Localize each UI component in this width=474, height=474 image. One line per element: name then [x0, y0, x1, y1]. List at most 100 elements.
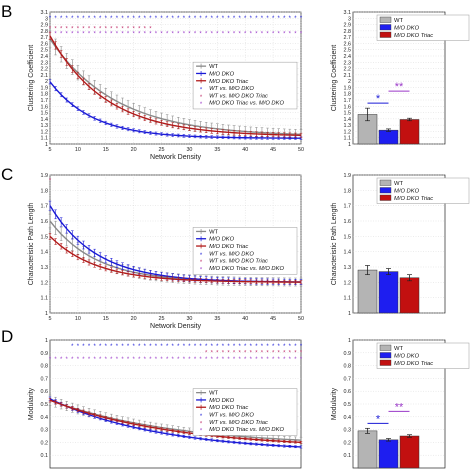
- significance-marker: *: [144, 344, 147, 350]
- significance-marker: *: [300, 32, 303, 38]
- y-tick-label: 1.4: [344, 250, 352, 256]
- panel-letter-c: C: [1, 165, 13, 184]
- significance-marker: *: [194, 32, 197, 38]
- x-tick-label: 25: [159, 147, 165, 153]
- significance-marker: *: [294, 344, 297, 350]
- x-tick-label: 50: [298, 147, 304, 153]
- y-tick-label: 0.9: [41, 351, 49, 357]
- significance-marker: *: [283, 32, 286, 38]
- significance-marker: *: [121, 16, 124, 22]
- y-tick-label: 1.4: [41, 250, 49, 256]
- significance-marker: *: [172, 32, 175, 38]
- significance-marker: *: [194, 344, 197, 350]
- significance-marker: *: [105, 357, 108, 363]
- y-tick-label: 2.9: [41, 23, 49, 29]
- significance-marker: *: [183, 344, 186, 350]
- panel-letter-d: D: [1, 327, 13, 346]
- y-tick-label: 1.4: [41, 117, 49, 123]
- significance-marker: *: [266, 344, 269, 350]
- y-tick-label: 1.7: [41, 98, 49, 104]
- significance-marker: *: [272, 357, 275, 363]
- x-tick-label: 45: [270, 316, 276, 322]
- y-tick-label: 1.8: [344, 92, 352, 98]
- significance-marker: *: [99, 32, 102, 38]
- significance-marker: *: [77, 16, 80, 22]
- significance-marker: *: [127, 344, 130, 350]
- significance-marker: *: [77, 32, 80, 38]
- y-tick-label: 0.8: [41, 364, 49, 370]
- significance-marker: *: [244, 16, 247, 22]
- legend-entry: M/O DKO Triac: [209, 244, 248, 250]
- y-tick-label: 1.7: [344, 204, 352, 210]
- significance-marker: *: [82, 357, 85, 363]
- legend-swatch: [379, 344, 392, 351]
- y-tick-label: 2.2: [344, 67, 352, 73]
- legend-box: [376, 342, 470, 369]
- legend-entry: M/O DKO: [209, 71, 235, 77]
- significance-marker: *: [132, 344, 135, 350]
- x-tick-label: 45: [270, 147, 276, 153]
- x-tick-label: 15: [103, 147, 109, 153]
- legend-entry: WT vs. M/O DKO: [209, 86, 254, 92]
- significance-marker: *: [49, 179, 52, 185]
- y-tick-label: 1.8: [41, 188, 49, 194]
- significance-marker: *: [99, 344, 102, 350]
- significance-marker: *: [121, 344, 124, 350]
- legend-box: [192, 388, 298, 436]
- significance-marker: *: [166, 16, 169, 22]
- bar-1: [378, 129, 399, 145]
- y-tick-label: 0.3: [344, 428, 352, 434]
- y-tick-label: 2.4: [41, 54, 49, 60]
- y-tick-label: 2.3: [41, 60, 49, 66]
- y-tick-label: 0.7: [41, 376, 49, 382]
- significance-marker: *: [160, 357, 163, 363]
- significance-marker: *: [255, 344, 258, 350]
- significance-marker: *: [227, 351, 230, 357]
- significance-marker: *: [233, 351, 236, 357]
- legend-swatch-star: *: [200, 253, 203, 259]
- y-tick-label: 0.4: [41, 415, 49, 421]
- significance-marker: *: [266, 16, 269, 22]
- significance-marker: *: [261, 357, 264, 363]
- significance-marker: *: [121, 32, 124, 38]
- significance-marker: *: [244, 344, 247, 350]
- significance-marker: *: [66, 27, 69, 33]
- significance-marker: *: [54, 27, 57, 33]
- significance-marker: *: [138, 357, 141, 363]
- significance-marker: *: [238, 16, 241, 22]
- significance-marker: *: [105, 32, 108, 38]
- significance-marker: *: [272, 32, 275, 38]
- significance-marker: *: [110, 357, 113, 363]
- significance-marker: *: [77, 27, 80, 33]
- y-axis-label: Modularity: [331, 387, 338, 420]
- y-tick-label: 1.1: [41, 296, 49, 302]
- significance-marker: *: [172, 16, 175, 22]
- y-tick-label: 1.4: [344, 117, 352, 123]
- significance-marker: *: [93, 344, 96, 350]
- significance-marker: *: [116, 344, 119, 350]
- significance-marker: *: [155, 32, 158, 38]
- significance-star-mo-triac: **: [395, 81, 404, 93]
- legend-swatch-star: *: [200, 102, 203, 108]
- significance-marker: *: [294, 351, 297, 357]
- significance-marker: *: [250, 344, 253, 350]
- legend-swatch: [379, 187, 392, 194]
- significance-marker: *: [110, 344, 113, 350]
- significance-marker: *: [227, 32, 230, 38]
- significance-marker: *: [66, 32, 69, 38]
- significance-marker: *: [294, 32, 297, 38]
- y-tick-label: 0.9: [344, 351, 352, 357]
- significance-marker: *: [294, 357, 297, 363]
- y-tick-label: 1.7: [344, 98, 352, 104]
- y-tick-label: 1.6: [344, 104, 352, 110]
- series-line-wt: [49, 399, 302, 441]
- y-tick-label: 1.9: [41, 85, 49, 91]
- significance-marker: *: [199, 16, 202, 22]
- significance-marker: *: [149, 32, 152, 38]
- y-tick-label: 0.8: [344, 364, 352, 370]
- y-tick-label: 1.3: [41, 265, 49, 271]
- y-tick-label: 3: [348, 16, 351, 22]
- legend-entry: M/O DKO Triac: [394, 196, 433, 202]
- significance-marker: *: [166, 344, 169, 350]
